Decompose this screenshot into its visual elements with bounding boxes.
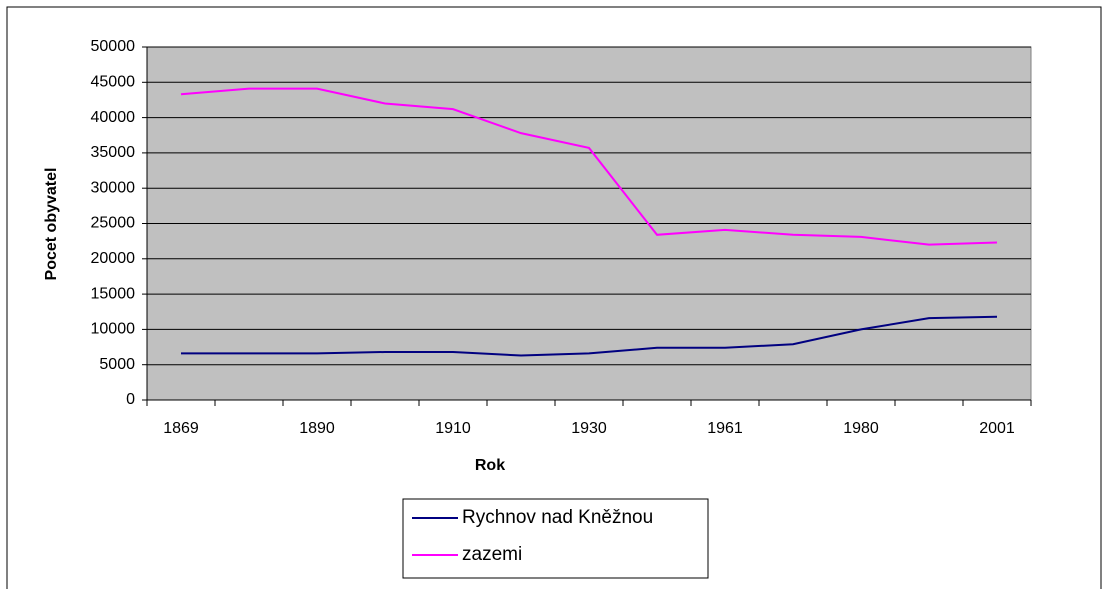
- legend-label: Rychnov nad Kněžnou: [462, 507, 653, 528]
- x-tick-label: 1869: [163, 420, 199, 437]
- y-tick-label: 10000: [91, 321, 136, 338]
- x-tick-label: 1910: [435, 420, 471, 437]
- y-tick-label: 50000: [91, 38, 136, 55]
- x-tick-label: 1930: [571, 420, 607, 437]
- series-line: [181, 315, 998, 357]
- x-axis-title: Rok: [475, 457, 505, 474]
- series-line: [180, 87, 998, 246]
- y-tick-label: 45000: [91, 74, 136, 91]
- y-tick-label: 25000: [91, 215, 136, 232]
- y-tick-label: 0: [126, 391, 135, 408]
- legend: [402, 498, 709, 579]
- y-tick-label: 15000: [91, 285, 136, 302]
- x-tick-label: 2001: [979, 420, 1015, 437]
- legend-label: zazemi: [462, 544, 522, 565]
- y-axis-title: Pocet obyvatel: [43, 168, 60, 281]
- y-tick-label: 5000: [99, 356, 135, 373]
- y-tick-label: 30000: [91, 179, 136, 196]
- x-tick-label: 1980: [843, 420, 879, 437]
- y-tick-label: 20000: [91, 250, 136, 267]
- x-tick-label: 1961: [707, 420, 743, 437]
- y-tick-label: 40000: [91, 109, 136, 126]
- y-tick-label: 35000: [91, 144, 136, 161]
- chart-border: [6, 6, 1102, 589]
- x-tick-label: 1890: [299, 420, 335, 437]
